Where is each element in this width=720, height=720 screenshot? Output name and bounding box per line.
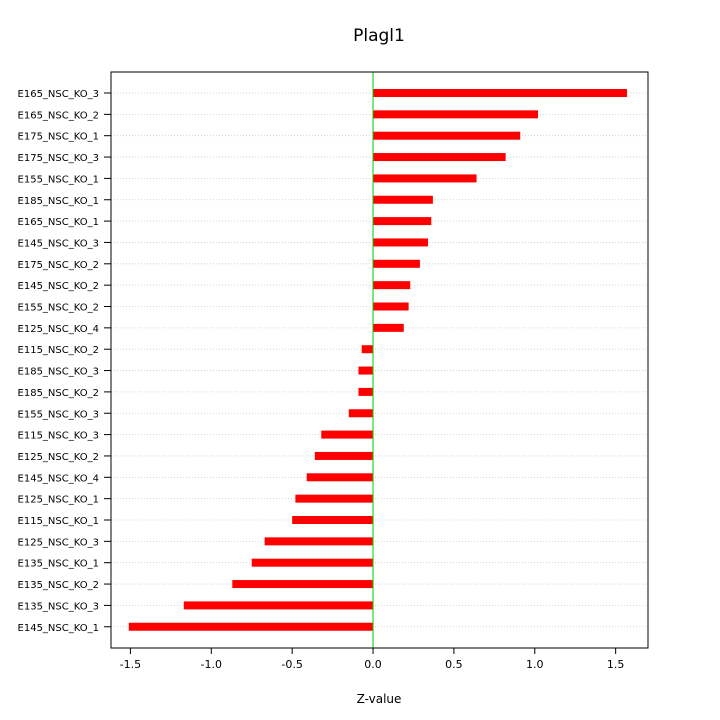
category-label: E185_NSC_KO_2	[18, 388, 99, 399]
grid-lines	[111, 92, 648, 628]
category-label: E165_NSC_KO_3	[18, 89, 99, 100]
category-label: E155_NSC_KO_1	[18, 174, 99, 185]
bar	[373, 89, 627, 97]
x-tick-label: 1.5	[607, 658, 625, 671]
category-label: E135_NSC_KO_2	[18, 580, 99, 591]
category-label: E165_NSC_KO_1	[18, 217, 99, 228]
bar	[373, 238, 429, 247]
category-label: E125_NSC_KO_2	[18, 452, 99, 463]
category-label: E135_NSC_KO_1	[18, 559, 99, 570]
bar	[183, 601, 374, 610]
bar	[373, 110, 539, 119]
bar	[251, 558, 374, 567]
x-axis-label: Z-value	[357, 692, 402, 706]
category-label: E145_NSC_KO_4	[18, 473, 99, 484]
category-labels: E165_NSC_KO_3 E165_NSC_KO_2 E175_NSC_KO_1 E…	[18, 89, 111, 634]
category-label: E115_NSC_KO_1	[18, 516, 99, 527]
bar	[373, 131, 521, 140]
category-label: E175_NSC_KO_3	[18, 153, 99, 164]
category-label: E165_NSC_KO_2	[18, 110, 99, 121]
category-label: E115_NSC_KO_2	[18, 345, 99, 356]
x-tick-label: -1.5	[120, 658, 141, 671]
bar	[348, 409, 374, 418]
bar	[373, 153, 506, 162]
bar	[232, 580, 374, 589]
bar	[361, 345, 374, 354]
bar	[373, 174, 477, 183]
x-tick-label: -0.5	[281, 658, 302, 671]
bar	[292, 516, 374, 524]
category-label: E125_NSC_KO_4	[18, 324, 99, 335]
bars	[128, 89, 627, 631]
category-label: E155_NSC_KO_2	[18, 303, 99, 314]
bar	[295, 494, 374, 503]
x-axis: -1.5 -1.0 -0.5 0.0 0.5 1.0 1.5	[120, 648, 625, 671]
x-tick-label: 0.5	[445, 658, 463, 671]
category-label: E175_NSC_KO_1	[18, 132, 99, 143]
bar	[128, 622, 374, 631]
bar	[373, 281, 411, 290]
category-label: E125_NSC_KO_1	[18, 495, 99, 506]
x-tick-label: 1.0	[526, 658, 544, 671]
bar	[373, 302, 409, 311]
category-label: E185_NSC_KO_1	[18, 196, 99, 207]
category-label: E145_NSC_KO_1	[18, 623, 99, 634]
bar	[373, 323, 404, 332]
category-label: E145_NSC_KO_2	[18, 281, 99, 292]
category-label: E125_NSC_KO_3	[18, 537, 99, 548]
category-label: E175_NSC_KO_2	[18, 260, 99, 271]
chart-title: Plagl1	[353, 26, 405, 46]
category-label: E115_NSC_KO_3	[18, 431, 99, 442]
bar	[373, 195, 433, 204]
bar	[358, 366, 374, 375]
bar	[314, 451, 374, 460]
bar	[321, 430, 374, 439]
x-tick-label: -1.0	[201, 658, 222, 671]
bar	[358, 387, 374, 396]
bar	[373, 217, 432, 226]
bar	[264, 537, 374, 546]
plot-frame	[110, 71, 649, 649]
bar	[306, 473, 374, 482]
bar	[373, 259, 420, 268]
category-label: E155_NSC_KO_3	[18, 409, 99, 420]
category-label: E135_NSC_KO_3	[18, 601, 99, 612]
category-label: E185_NSC_KO_3	[18, 367, 99, 378]
x-tick-label: 0.0	[364, 658, 382, 671]
category-label: E145_NSC_KO_3	[18, 238, 99, 249]
